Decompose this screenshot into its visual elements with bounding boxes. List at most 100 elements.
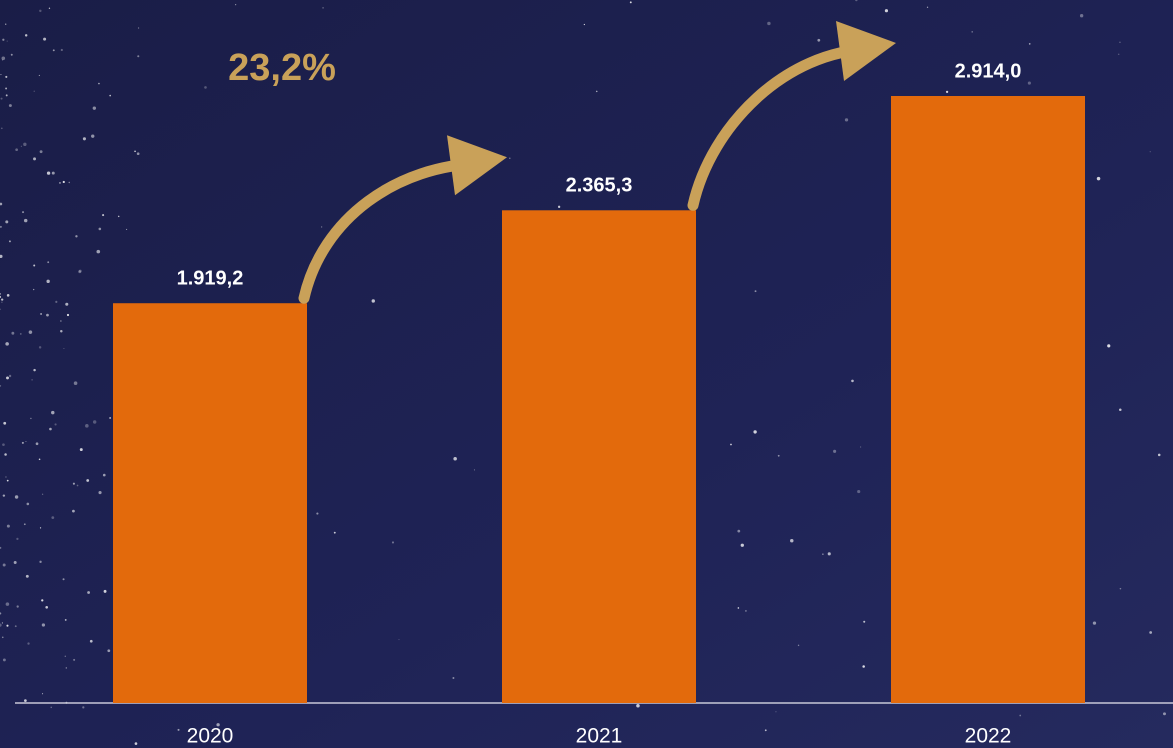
star [23, 142, 27, 147]
star [38, 74, 40, 76]
star [1117, 53, 1120, 56]
star [859, 446, 862, 448]
star [1149, 631, 1153, 634]
star [41, 623, 46, 627]
star [0, 202, 3, 206]
star [0, 612, 2, 615]
growth-arrowhead [447, 135, 507, 196]
bar [891, 96, 1085, 703]
star [85, 424, 89, 428]
star [26, 502, 30, 506]
star [737, 529, 741, 533]
star [92, 420, 97, 424]
star [92, 106, 97, 110]
star [91, 134, 95, 138]
star [25, 574, 29, 578]
star [23, 218, 28, 223]
star [797, 644, 800, 647]
star [76, 484, 79, 487]
star [595, 90, 598, 93]
star [0, 293, 2, 295]
star [0, 97, 3, 100]
star [137, 27, 140, 29]
star [1119, 408, 1122, 412]
star [1, 56, 6, 61]
star [0, 74, 2, 76]
star [0, 546, 2, 549]
star [87, 591, 90, 594]
star [1162, 712, 1166, 716]
growth-arrowhead [836, 21, 896, 81]
star [844, 118, 849, 122]
star [754, 290, 757, 293]
star [817, 38, 821, 42]
star [14, 625, 17, 628]
star [41, 493, 44, 495]
star [78, 269, 82, 273]
star [1, 298, 4, 301]
star [65, 667, 67, 669]
star [320, 226, 323, 228]
star [509, 157, 511, 159]
star [65, 302, 69, 306]
star [60, 330, 63, 333]
star [51, 410, 55, 415]
star [49, 427, 52, 431]
star [1, 622, 3, 624]
star [1157, 453, 1161, 457]
star [1107, 344, 1111, 348]
star [884, 9, 889, 13]
star [863, 620, 866, 623]
star [22, 211, 25, 214]
star [82, 706, 85, 709]
star [1, 301, 3, 303]
star [453, 457, 457, 461]
value-label: 2.365,3 [566, 175, 633, 197]
star [0, 308, 1, 310]
star [63, 347, 65, 349]
star [6, 524, 10, 528]
star [1019, 714, 1022, 717]
star [1149, 151, 1151, 153]
star [6, 376, 9, 380]
star [16, 605, 19, 608]
star [737, 607, 740, 609]
star [391, 541, 395, 544]
star [82, 137, 86, 141]
star [6, 40, 8, 42]
star [51, 171, 55, 175]
star [827, 552, 831, 556]
star [60, 48, 63, 52]
star [73, 381, 78, 385]
star [30, 417, 32, 420]
star [42, 693, 44, 695]
star [72, 482, 75, 485]
star [33, 264, 36, 267]
star [89, 639, 93, 643]
star [0, 385, 2, 387]
star [16, 537, 19, 540]
star [740, 543, 744, 547]
star [24, 699, 27, 702]
star [1092, 621, 1097, 625]
star [6, 294, 10, 297]
star [136, 152, 140, 156]
star [3, 421, 7, 425]
star [14, 495, 19, 499]
x-tick-label: 2022 [965, 725, 1012, 748]
star [5, 342, 9, 346]
star [5, 220, 9, 224]
star [8, 374, 12, 378]
star [23, 523, 26, 526]
star [24, 34, 28, 37]
star [833, 449, 837, 453]
star [5, 75, 8, 78]
star [2, 38, 5, 41]
star [777, 454, 780, 457]
star [79, 448, 83, 452]
star [38, 346, 42, 349]
star [78, 270, 82, 274]
star [103, 589, 107, 593]
star [1079, 14, 1084, 18]
star [583, 23, 586, 26]
